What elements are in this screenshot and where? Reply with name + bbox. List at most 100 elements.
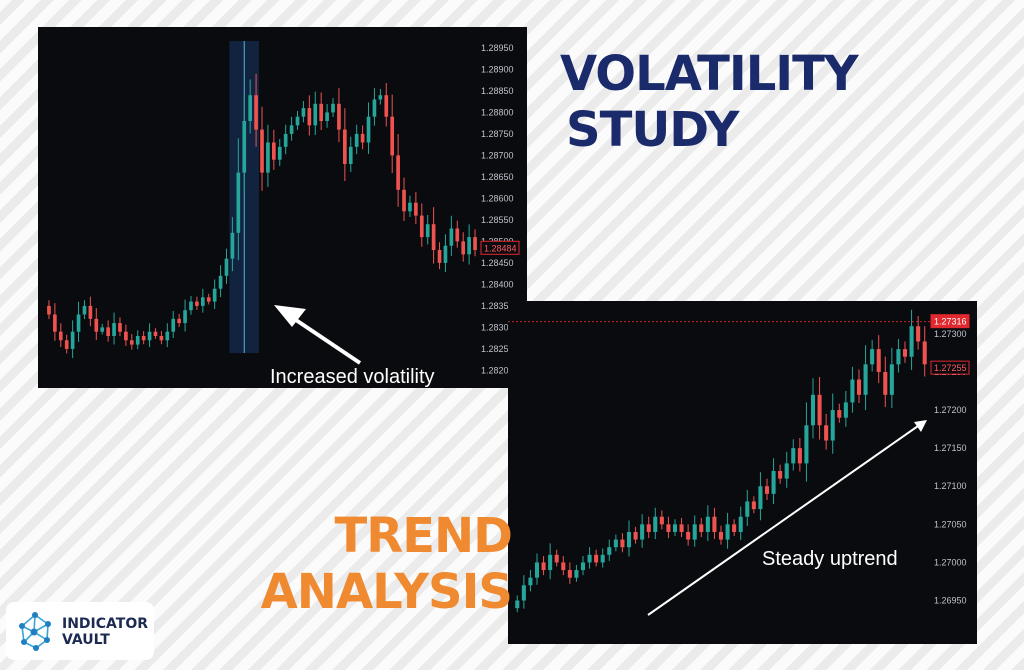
volatility-y-tick: 1.28550 bbox=[481, 215, 514, 225]
volatility-candle bbox=[449, 215, 454, 256]
volatility-annotation: Increased volatility bbox=[270, 366, 435, 388]
volatility-candle bbox=[319, 92, 324, 131]
volatility-candle bbox=[58, 323, 63, 348]
volatility-y-tick: 1.28400 bbox=[481, 279, 514, 289]
trend-candle bbox=[548, 543, 553, 580]
trend-candle bbox=[922, 326, 927, 377]
volatility-candle bbox=[289, 116, 294, 141]
volatility-candle bbox=[272, 129, 276, 170]
volatility-candle bbox=[354, 124, 359, 155]
svg-text:1.28484: 1.28484 bbox=[484, 243, 517, 253]
volatility-candle bbox=[106, 320, 110, 342]
volatility-candle bbox=[129, 334, 134, 350]
trend-candle bbox=[600, 548, 605, 568]
trend-candle bbox=[646, 516, 651, 539]
volatility-title-line2: STUDY bbox=[566, 102, 739, 158]
trend-candle bbox=[567, 562, 572, 584]
volatility-candle bbox=[153, 328, 158, 339]
trend-candle bbox=[626, 520, 632, 557]
trend-y-tick: 1.27300 bbox=[934, 329, 967, 339]
volatility-candle bbox=[70, 320, 75, 358]
volatility-candle bbox=[82, 300, 87, 320]
volatility-candle bbox=[124, 324, 128, 346]
trend-candle bbox=[764, 478, 770, 500]
volatility-candle bbox=[47, 300, 51, 320]
volatility-candle bbox=[64, 334, 69, 354]
trend-candle bbox=[791, 439, 796, 471]
volatility-candle bbox=[337, 88, 341, 143]
trend-y-tick: 1.27000 bbox=[934, 557, 967, 567]
volatility-candle bbox=[360, 125, 365, 150]
trend-y-tick: 1.27150 bbox=[934, 443, 967, 453]
trend-candle bbox=[659, 510, 664, 530]
trend-candle bbox=[889, 347, 894, 409]
volatility-candle bbox=[53, 303, 57, 341]
trend-candle bbox=[633, 526, 638, 544]
volatility-candle bbox=[443, 234, 448, 272]
volatility-candle bbox=[473, 229, 477, 257]
volatility-candle bbox=[408, 195, 412, 217]
trend-candle bbox=[916, 316, 921, 350]
volatility-candle bbox=[171, 310, 176, 338]
volatility-y-tick: 1.28650 bbox=[481, 172, 514, 182]
trend-candle bbox=[679, 517, 684, 538]
volatility-y-tick: 1.28850 bbox=[481, 86, 514, 96]
trend-top-price-label: 1.27316 bbox=[930, 314, 970, 329]
volatility-y-tick: 1.2825 bbox=[481, 344, 509, 354]
trend-candle bbox=[607, 539, 612, 561]
trend-candle bbox=[554, 549, 559, 567]
trend-title-line1: TREND bbox=[334, 508, 513, 564]
logo-line2: VAULT bbox=[62, 632, 110, 648]
volatility-candle bbox=[76, 301, 81, 342]
trend-candle bbox=[797, 437, 802, 472]
volatility-y-tick: 1.2820 bbox=[481, 365, 509, 375]
volatility-candle bbox=[195, 296, 199, 310]
indicator-vault-logo: INDICATOR VAULT bbox=[6, 602, 154, 660]
volatility-candle bbox=[260, 106, 264, 191]
volatility-y-tick: 1.28600 bbox=[481, 193, 514, 203]
trend-candle bbox=[863, 345, 868, 411]
volatility-candle bbox=[325, 103, 329, 128]
volatility-y-tick: 1.28750 bbox=[481, 129, 514, 139]
volatility-candle bbox=[147, 323, 152, 348]
trend-candle bbox=[528, 570, 533, 592]
trend-candle bbox=[705, 505, 710, 542]
trend-price-label: 1.27255 bbox=[930, 360, 970, 375]
volatility-candle bbox=[467, 224, 471, 265]
trend-candle bbox=[613, 534, 618, 552]
volatility-candle bbox=[159, 331, 164, 345]
volatility-candle bbox=[437, 242, 442, 270]
volatility-y-tick: 1.28700 bbox=[481, 150, 514, 160]
volatility-candle bbox=[189, 295, 193, 315]
volatility-chart-panel: 1.28950 1.28900 1.28850 1.28800 1.28750 1.287… bbox=[38, 27, 527, 388]
trend-candle bbox=[751, 496, 756, 514]
trend-candle bbox=[712, 507, 717, 540]
volatility-y-tick: 1.28900 bbox=[481, 64, 514, 74]
volatility-y-tick: 1.28450 bbox=[481, 258, 514, 268]
volatility-candle bbox=[224, 248, 229, 284]
volatility-candle bbox=[248, 79, 252, 134]
trend-candle bbox=[587, 547, 592, 569]
volatility-candle bbox=[165, 323, 170, 348]
volatility-candle bbox=[419, 203, 424, 247]
trend-candle bbox=[843, 390, 848, 427]
trend-candle bbox=[594, 549, 599, 567]
volatility-candle bbox=[212, 279, 217, 309]
volatility-candle bbox=[266, 124, 270, 187]
trend-chart-panel: 1.273001.272501.272001.271501.271001.270… bbox=[508, 301, 977, 644]
trend-y-tick: 1.27100 bbox=[934, 481, 967, 491]
volatility-candle bbox=[414, 192, 418, 225]
trend-candle bbox=[620, 533, 625, 553]
trend-candle bbox=[672, 519, 678, 537]
trend-candle bbox=[732, 519, 737, 537]
volatility-candle bbox=[135, 330, 140, 350]
trend-candle bbox=[758, 472, 763, 521]
trend-candle bbox=[745, 490, 750, 526]
volatility-candle bbox=[425, 214, 430, 245]
volatility-candle bbox=[94, 308, 99, 341]
trend-candle bbox=[870, 340, 875, 372]
trend-candle bbox=[515, 595, 520, 613]
trend-title-line2: ANALYSIS bbox=[260, 564, 513, 620]
svg-text:1.27316: 1.27316 bbox=[934, 317, 967, 327]
trend-candle bbox=[909, 309, 914, 370]
